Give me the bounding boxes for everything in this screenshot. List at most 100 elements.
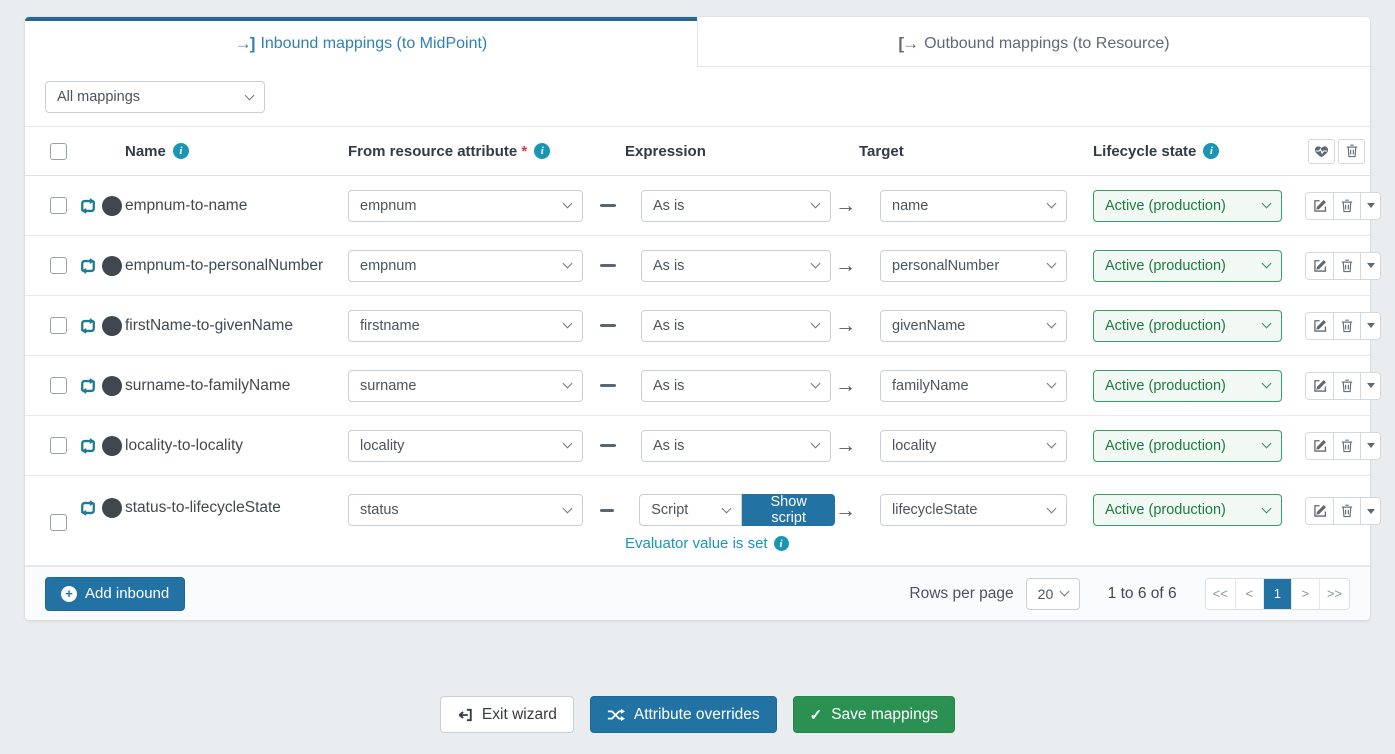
expression-select[interactable]: As is: [641, 369, 831, 402]
lifecycle-select[interactable]: Active (production): [1093, 249, 1282, 282]
row-checkbox[interactable]: [50, 257, 67, 274]
dash-separator: [600, 384, 616, 387]
expression-select[interactable]: As is: [641, 249, 831, 282]
chevron-down-icon: [810, 438, 821, 449]
row-menu-button[interactable]: [1360, 372, 1380, 399]
info-icon[interactable]: i: [773, 536, 789, 551]
tab-inbound-mappings[interactable]: →] Inbound mappings (to MidPoint): [25, 17, 697, 67]
chevron-down-icon: [1046, 318, 1057, 329]
edit-row-button[interactable]: [1306, 432, 1333, 459]
col-name-label: Name: [125, 142, 166, 160]
row-menu-button[interactable]: [1360, 252, 1380, 279]
required-asterisk: *: [521, 142, 528, 160]
chevron-down-icon: [562, 378, 573, 389]
col-source: From resource attribute * i: [348, 143, 600, 160]
pagination: << < 1 > >>: [1204, 577, 1350, 610]
row-checkbox[interactable]: [50, 377, 67, 394]
trash-icon: [1341, 379, 1353, 392]
pagination-last-button[interactable]: >>: [1318, 578, 1349, 609]
pagination-page-1-button[interactable]: 1: [1262, 578, 1291, 609]
lifecycle-select[interactable]: Active (production): [1093, 369, 1282, 402]
row-checkbox[interactable]: [50, 317, 67, 334]
pagination-prev-button[interactable]: <: [1234, 578, 1263, 609]
bulk-lifecycle-button[interactable]: [1308, 138, 1335, 164]
delete-row-button[interactable]: [1333, 372, 1360, 399]
edit-row-button[interactable]: [1306, 192, 1333, 219]
bulk-actions: [1308, 138, 1370, 164]
exit-icon: [458, 708, 472, 721]
edit-icon: [1313, 379, 1326, 392]
lifecycle-select[interactable]: Active (production): [1093, 309, 1282, 342]
row-menu-button[interactable]: [1360, 432, 1380, 459]
mappings-filter-select[interactable]: All mappings: [45, 81, 265, 113]
expression-select[interactable]: As is: [641, 189, 831, 222]
edit-icon: [1313, 259, 1326, 272]
attribute-overrides-button[interactable]: Attribute overrides: [589, 696, 777, 733]
lifecycle-select[interactable]: Active (production): [1093, 494, 1282, 526]
row-menu-button[interactable]: [1360, 498, 1380, 524]
edit-row-button[interactable]: [1306, 252, 1333, 279]
chevron-down-icon: [810, 378, 821, 389]
caret-down-icon: [1366, 383, 1375, 388]
info-icon[interactable]: i: [1203, 143, 1220, 159]
table-row: firstName-to-givenName firstname As is →…: [25, 296, 1381, 356]
target-select[interactable]: lifecycleState: [880, 494, 1067, 526]
mapping-name: surname-to-familyName: [125, 376, 291, 394]
source-attribute-select[interactable]: empnum: [348, 249, 583, 282]
delete-row-button[interactable]: [1333, 498, 1360, 524]
mapping-name: empnum-to-personalNumber: [125, 256, 324, 274]
edit-row-button[interactable]: [1306, 372, 1333, 399]
row-menu-button[interactable]: [1360, 192, 1380, 219]
rows-per-page-select[interactable]: 20: [1025, 577, 1080, 610]
filter-row: All mappings: [25, 67, 1370, 126]
source-attribute-select[interactable]: surname: [348, 369, 583, 402]
add-inbound-button[interactable]: + Add inbound: [45, 576, 186, 611]
save-mappings-button[interactable]: ✓ Save mappings: [792, 696, 956, 733]
delete-row-button[interactable]: [1333, 312, 1360, 339]
tab-outbound-mappings[interactable]: [→ Outbound mappings (to Resource): [697, 17, 1370, 67]
lifecycle-select[interactable]: Active (production): [1093, 429, 1282, 462]
target-select[interactable]: familyName: [880, 369, 1067, 402]
col-name: Name i: [125, 143, 348, 160]
edit-row-button[interactable]: [1306, 312, 1333, 339]
info-icon[interactable]: i: [172, 143, 189, 159]
arrow-right-icon: →: [835, 254, 856, 277]
delete-row-button[interactable]: [1333, 252, 1360, 279]
shuffle-icon: [607, 708, 625, 721]
pagination-first-button[interactable]: <<: [1205, 578, 1235, 609]
target-select[interactable]: locality: [880, 429, 1067, 462]
evaluator-value-link[interactable]: Evaluator value is set i: [625, 535, 789, 552]
target-select[interactable]: personalNumber: [880, 249, 1067, 282]
select-all-checkbox[interactable]: [50, 142, 67, 160]
source-attribute-select[interactable]: empnum: [348, 189, 583, 222]
dash-separator: [600, 508, 615, 512]
show-script-button[interactable]: Show script: [742, 494, 835, 526]
source-attribute-select[interactable]: locality: [348, 429, 583, 462]
expression-select[interactable]: As is: [641, 429, 831, 462]
target-select[interactable]: givenName: [880, 309, 1067, 342]
delete-row-button[interactable]: [1333, 192, 1360, 219]
row-checkbox[interactable]: [50, 197, 67, 214]
info-icon[interactable]: i: [534, 143, 551, 159]
expression-select[interactable]: Script: [639, 494, 743, 526]
expression-select[interactable]: As is: [641, 309, 831, 342]
pagination-next-button[interactable]: >: [1290, 578, 1319, 609]
chevron-down-icon: [1046, 198, 1057, 209]
source-attribute-select[interactable]: status: [348, 494, 583, 526]
target-select[interactable]: name: [880, 189, 1067, 222]
trash-icon: [1341, 259, 1353, 272]
exit-wizard-button[interactable]: Exit wizard: [439, 696, 574, 733]
col-lifecycle-label: Lifecycle state: [1093, 142, 1197, 160]
dash-separator: [600, 204, 616, 207]
edit-row-button[interactable]: [1306, 498, 1333, 524]
caret-down-icon: [1366, 443, 1375, 448]
row-checkbox[interactable]: [50, 437, 67, 454]
lifecycle-select[interactable]: Active (production): [1093, 189, 1282, 222]
delete-row-button[interactable]: [1333, 432, 1360, 459]
bulk-delete-button[interactable]: [1338, 138, 1365, 164]
row-checkbox[interactable]: [50, 514, 67, 531]
row-menu-button[interactable]: [1360, 312, 1380, 339]
mapping-strength-dot-icon: [102, 498, 122, 518]
chevron-down-icon: [562, 503, 573, 513]
source-attribute-select[interactable]: firstname: [348, 309, 583, 342]
